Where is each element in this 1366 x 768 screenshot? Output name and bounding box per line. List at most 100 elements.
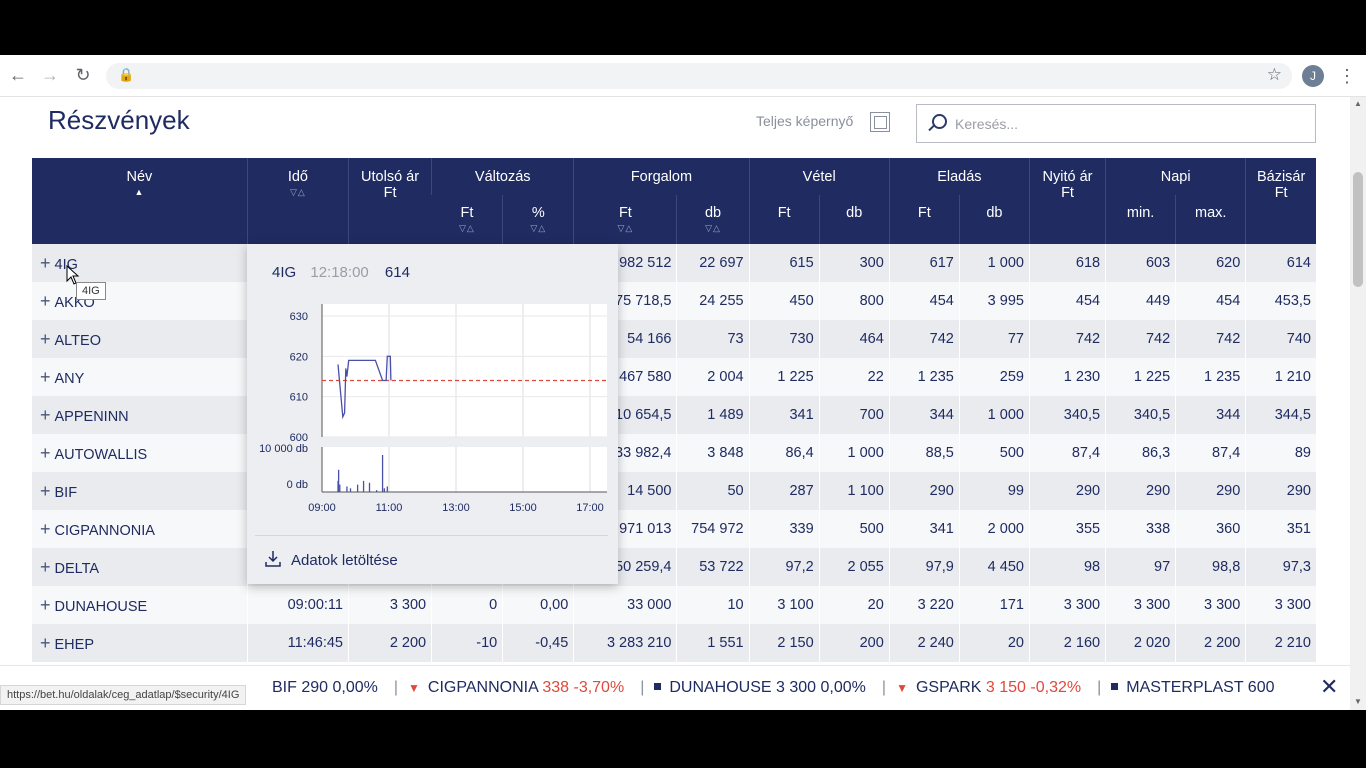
- col-change-ft[interactable]: Ft ▽△: [431, 195, 503, 244]
- sort-icon[interactable]: ▽△: [289, 187, 306, 197]
- download-data-link[interactable]: Adatok letöltése: [265, 547, 398, 569]
- cell-open: 98: [1028, 548, 1106, 586]
- expand-icon[interactable]: +: [40, 518, 51, 539]
- profile-avatar[interactable]: J: [1302, 65, 1324, 87]
- cell-name[interactable]: + APPENINN: [32, 396, 248, 434]
- col-turnover-db[interactable]: db ▽△: [676, 195, 750, 244]
- ticker-change: -0,32%: [1030, 679, 1082, 696]
- price-tick-label: 630: [290, 311, 308, 323]
- stock-name-link[interactable]: 4IG: [54, 256, 78, 273]
- stock-name-link[interactable]: AUTOWALLIS: [54, 446, 148, 463]
- cell-name[interactable]: +4IG: [32, 244, 248, 282]
- cell-max: 620: [1175, 244, 1246, 282]
- scrollbar[interactable]: ▲ ▼: [1350, 97, 1366, 710]
- expand-icon[interactable]: +: [40, 442, 51, 463]
- expand-icon[interactable]: +: [40, 594, 51, 615]
- cell-name[interactable]: + AUTOWALLIS: [32, 434, 248, 472]
- cell-name[interactable]: + CIGPANNONIA: [32, 510, 248, 548]
- cell-name[interactable]: + BIF: [32, 472, 248, 510]
- ticker-item[interactable]: DUNAHOUSE 3 300 0,00%: [654, 679, 866, 696]
- menu-icon[interactable]: ⋮: [1338, 66, 1356, 86]
- cell-last: 2 200: [347, 624, 432, 662]
- sort-asc-icon[interactable]: ▲: [134, 187, 145, 197]
- stock-name-link[interactable]: EHEP: [54, 636, 95, 653]
- expand-icon[interactable]: +: [40, 328, 51, 349]
- expand-icon[interactable]: +: [40, 480, 51, 501]
- fullscreen-icon[interactable]: [870, 112, 890, 132]
- stock-chart-popover: 4IG 12:18:00 614 630 620 610 600 10 000 db 0 …: [247, 244, 618, 584]
- stock-name-link[interactable]: CIGPANNONIA: [54, 522, 155, 539]
- expand-icon[interactable]: +: [40, 632, 51, 653]
- col-base[interactable]: Bázisár Ft: [1245, 158, 1316, 244]
- close-icon[interactable]: ✕: [1320, 674, 1339, 699]
- star-icon[interactable]: ☆: [1266, 65, 1282, 84]
- cell-min: 1 225: [1105, 358, 1176, 396]
- table-row[interactable]: + APPENINN 10 654,5 1 489 341 700 344 1 000 340,…: [32, 396, 1316, 434]
- reload-icon[interactable]: ↻: [75, 65, 91, 85]
- col-last-price[interactable]: Utolsó ár Ft: [347, 158, 432, 244]
- back-icon[interactable]: ←: [9, 65, 27, 85]
- sort-icon[interactable]: ▽△: [705, 223, 721, 233]
- cell-max: 454: [1175, 282, 1246, 320]
- table-row[interactable]: + CIGPANNONIA 971 013 754 972 339 500 341 2 000…: [32, 510, 1316, 548]
- cell-chg-ft: 0: [431, 586, 503, 624]
- table-row[interactable]: + EHEP 11:46:45 2 200 -10 -0,45 3 283 210 1 551…: [32, 624, 1316, 662]
- sort-icon[interactable]: ▽△: [617, 223, 634, 233]
- ticker-symbol: GSPARK: [915, 679, 982, 696]
- stock-name-link[interactable]: DUNAHOUSE: [54, 598, 148, 615]
- ticker-item[interactable]: MASTERPLAST 600: [1111, 679, 1275, 696]
- table-row[interactable]: + DUNAHOUSE 09:00:11 3 300 0 0,00 33 000 10 3 10…: [32, 586, 1316, 624]
- expand-icon[interactable]: +: [40, 556, 51, 577]
- expand-icon[interactable]: +: [40, 252, 51, 273]
- stock-name-link[interactable]: ALTEO: [54, 332, 101, 349]
- search-box[interactable]: [916, 104, 1316, 143]
- col-time[interactable]: Idő ▽△: [246, 158, 349, 244]
- table-row[interactable]: + DELTA 50 259,4 53 722 97,2 2 055 97,9 4 450 98…: [32, 548, 1316, 586]
- cell-ask-db: 171: [958, 586, 1030, 624]
- cell-name[interactable]: + ALTEO: [32, 320, 248, 358]
- scroll-down-icon[interactable]: ▼: [1354, 697, 1362, 706]
- time-tick-label: 13:00: [442, 502, 470, 514]
- cell-last: 3 300: [347, 586, 432, 624]
- table-row[interactable]: + AUTOWALLIS 33 982,4 3 848 86,4 1 000 88,5 500…: [32, 434, 1316, 472]
- table-row[interactable]: + AKKO 75 718,5 24 255 450 800 454 3 995 454 449 4…: [32, 282, 1316, 320]
- table-row[interactable]: + BIF 14 500 50 287 1 100 290 99 290 290 290 290: [32, 472, 1316, 510]
- cell-name[interactable]: + AKKO: [32, 282, 248, 320]
- cell-name[interactable]: + ANY: [32, 358, 248, 396]
- scroll-up-icon[interactable]: ▲: [1354, 99, 1362, 108]
- cell-max: 2 200: [1175, 624, 1246, 662]
- cell-open: 2 160: [1028, 624, 1106, 662]
- expand-icon[interactable]: +: [40, 290, 51, 311]
- table-row[interactable]: +4IG 982 512 22 697 615 300 617 1 000 618 603 620…: [32, 244, 1316, 282]
- expand-icon[interactable]: +: [40, 366, 51, 387]
- stock-name-link[interactable]: DELTA: [54, 560, 100, 577]
- cell-time: 09:00:11: [246, 586, 349, 624]
- table-row[interactable]: + ALTEO 54 166 73 730 464 742 77 742 742 742 740: [32, 320, 1316, 358]
- stock-name-link[interactable]: APPENINN: [54, 408, 129, 425]
- col-turnover-ft[interactable]: Ft ▽△: [573, 195, 677, 244]
- table-row[interactable]: + ANY 467 580 2 004 1 225 22 1 235 259 1 230 1 22…: [32, 358, 1316, 396]
- scroll-thumb[interactable]: [1353, 172, 1363, 287]
- ticker-item[interactable]: ▼ GSPARK 3 150 -0,32%: [896, 679, 1081, 696]
- forward-icon[interactable]: →: [41, 65, 59, 85]
- stock-name-link[interactable]: BIF: [54, 484, 78, 501]
- ticker-item[interactable]: BIF 290 0,00%: [272, 679, 378, 696]
- ticker-item[interactable]: ▼ CIGPANNONIA 338 -3,70%: [408, 679, 624, 696]
- cell-name[interactable]: + DUNAHOUSE: [32, 586, 248, 624]
- col-open[interactable]: Nyitó ár Ft: [1028, 158, 1106, 244]
- search-icon: [927, 113, 947, 131]
- expand-icon[interactable]: +: [40, 404, 51, 425]
- cell-name[interactable]: + DELTA: [32, 548, 248, 586]
- cell-base: 2 210: [1245, 624, 1316, 662]
- sort-icon[interactable]: ▽△: [458, 223, 475, 233]
- ticker-symbol: CIGPANNONIA: [427, 679, 538, 696]
- cell-name[interactable]: + EHEP: [32, 624, 248, 662]
- search-input[interactable]: [955, 113, 1295, 135]
- browser-window: ← → ↻ 🔒 ☆ J ⋮ Részvények Teljes képernyő…: [0, 55, 1366, 710]
- stock-name-link[interactable]: ANY: [54, 370, 85, 387]
- address-bar[interactable]: 🔒 ☆: [106, 63, 1292, 89]
- fullscreen-label[interactable]: Teljes képernyő: [756, 113, 854, 129]
- col-change-pct[interactable]: % ▽△: [502, 195, 574, 244]
- sort-icon[interactable]: ▽△: [530, 223, 547, 233]
- col-name[interactable]: Név ▲: [32, 158, 248, 244]
